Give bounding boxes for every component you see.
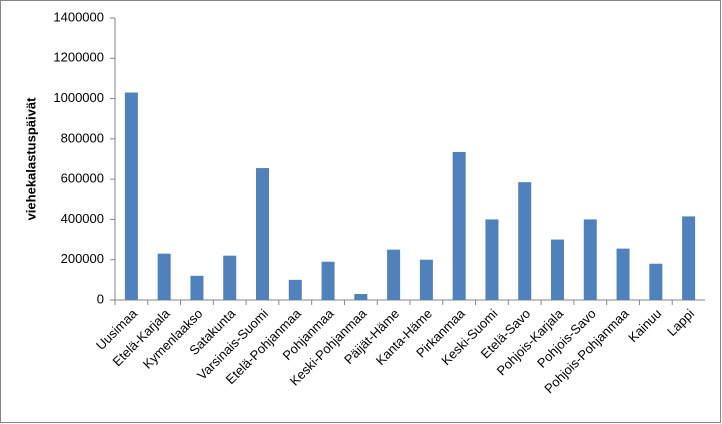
y-tick-label: 1200000 <box>53 50 104 65</box>
y-tick-label: 1400000 <box>53 9 104 24</box>
bar <box>288 279 302 300</box>
bar <box>452 151 466 300</box>
y-tick-label: 600000 <box>61 171 104 186</box>
bar <box>649 263 663 300</box>
bar <box>551 239 564 300</box>
y-tick-label: 800000 <box>61 130 104 145</box>
bar <box>485 219 499 300</box>
y-tick-label: 1000000 <box>53 90 104 105</box>
bar <box>354 293 368 300</box>
y-tick-label: 0 <box>97 291 104 306</box>
bar <box>387 249 401 300</box>
bar <box>616 248 630 300</box>
bar <box>419 259 433 300</box>
bar <box>321 261 335 300</box>
bar <box>256 168 269 300</box>
bar <box>157 253 171 300</box>
bar <box>223 255 237 300</box>
y-tick-label: 400000 <box>61 211 104 226</box>
y-axis-label: viehekalastuspäivät <box>23 97 38 221</box>
bar <box>190 275 204 300</box>
bar <box>583 219 597 300</box>
y-tick-label: 200000 <box>61 251 104 266</box>
bar <box>124 92 138 301</box>
bar <box>518 182 532 300</box>
bar <box>682 216 696 300</box>
